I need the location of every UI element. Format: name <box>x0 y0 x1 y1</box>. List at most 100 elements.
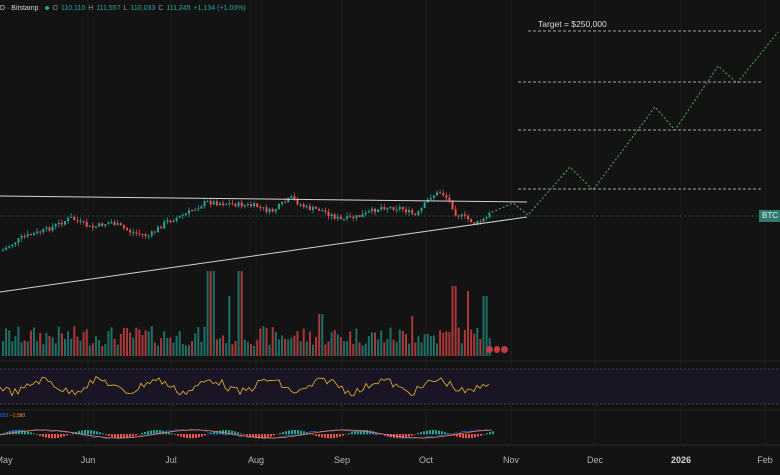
volume-bar <box>2 341 4 356</box>
candle-body <box>297 199 299 204</box>
volume-bar <box>138 329 140 356</box>
macd-histogram-bar <box>471 434 473 438</box>
candle-body <box>95 226 97 227</box>
volume-bar <box>306 342 308 356</box>
volume-bar <box>67 331 69 356</box>
volume-bar <box>337 334 339 356</box>
macd-histogram-bar <box>363 430 365 434</box>
candle-body <box>439 192 441 193</box>
candle-body <box>266 207 268 212</box>
candle-body <box>163 222 165 228</box>
volume-bar <box>467 291 469 356</box>
volume-bar <box>11 341 13 356</box>
macd-histogram-bar <box>243 434 245 435</box>
volume-bar <box>241 271 243 356</box>
volume-bar <box>259 329 261 356</box>
volume-bar <box>49 336 51 356</box>
macd-histogram-bar <box>39 434 41 436</box>
macd-histogram-bar <box>459 434 461 437</box>
macd-readout-value: −1,580 <box>10 413 25 419</box>
macd-histogram-bar <box>225 430 227 434</box>
volume-bar <box>200 342 202 356</box>
event-icon[interactable] <box>501 346 508 353</box>
volume-bar <box>27 341 29 356</box>
candle-body <box>247 204 249 205</box>
volume-bar <box>464 330 466 356</box>
candle-body <box>160 227 162 228</box>
volume-bar <box>445 332 447 356</box>
volume-bar <box>275 332 277 356</box>
candle-body <box>346 216 348 219</box>
volume-bar <box>458 328 460 356</box>
candle-body <box>148 236 150 237</box>
candle-body <box>371 209 373 212</box>
macd-histogram-bar <box>420 432 422 434</box>
candle-body <box>36 232 38 234</box>
candle-body <box>166 221 168 222</box>
candle-body <box>126 228 128 230</box>
macd-histogram-bar <box>486 433 488 434</box>
volume-bar <box>238 271 240 356</box>
macd-histogram-bar <box>291 430 293 434</box>
volume-bar <box>235 341 237 356</box>
candle-body <box>117 223 119 225</box>
volume-bar <box>219 338 221 356</box>
macd-histogram-bar <box>474 434 476 437</box>
candle-body <box>135 232 137 233</box>
candle-body <box>228 203 230 204</box>
volume-bar <box>157 346 159 356</box>
candle-body <box>312 207 314 210</box>
volume-bar <box>33 327 35 356</box>
candle-body <box>42 229 44 232</box>
macd-histogram-bar <box>246 434 248 436</box>
candle-body <box>55 224 57 226</box>
event-icon[interactable] <box>494 346 501 353</box>
volume-bar <box>300 341 302 356</box>
low-value: 110,033 <box>130 5 155 12</box>
volume-bar <box>204 327 206 356</box>
candle-body <box>18 238 20 243</box>
candle-body <box>414 214 416 215</box>
candle-body <box>182 215 184 216</box>
candle-body <box>219 203 221 205</box>
macd-histogram-bar <box>114 434 116 438</box>
macd-histogram-bar <box>282 432 284 434</box>
volume-bar <box>312 345 314 356</box>
candle-body <box>14 243 16 245</box>
volume-bar <box>151 326 153 356</box>
volume-bar <box>365 344 367 356</box>
volume-bar <box>281 335 283 356</box>
macd-histogram-bar <box>462 434 464 438</box>
candle-body <box>278 204 280 209</box>
volume-bar <box>417 336 419 356</box>
volume-bar <box>188 345 190 356</box>
candle-body <box>120 223 122 225</box>
volume-bar <box>346 341 348 356</box>
macd-histogram-bar <box>324 434 326 438</box>
candle-body <box>321 210 323 211</box>
volume-bar <box>340 337 342 356</box>
candle-body <box>405 209 407 212</box>
macd-histogram-bar <box>48 434 50 438</box>
candle-body <box>188 210 190 213</box>
macd-histogram-bar <box>330 434 332 438</box>
candle-body <box>21 236 23 238</box>
macd-histogram-bar <box>345 434 347 435</box>
symbol-label: D · Bitstamp <box>0 5 39 12</box>
macd-histogram-bar <box>186 434 188 438</box>
candle-body <box>390 207 392 208</box>
volume-bar <box>414 343 416 356</box>
candle-body <box>467 216 469 219</box>
candle-body <box>52 227 54 231</box>
candle-body <box>216 202 218 206</box>
macd-histogram-bar <box>63 434 65 436</box>
event-badges[interactable] <box>486 346 508 354</box>
candle-body <box>259 207 261 208</box>
macd-histogram-bar <box>273 434 275 436</box>
event-icon[interactable] <box>486 346 493 353</box>
candle-body <box>123 225 125 228</box>
macd-histogram-bar <box>318 434 320 437</box>
